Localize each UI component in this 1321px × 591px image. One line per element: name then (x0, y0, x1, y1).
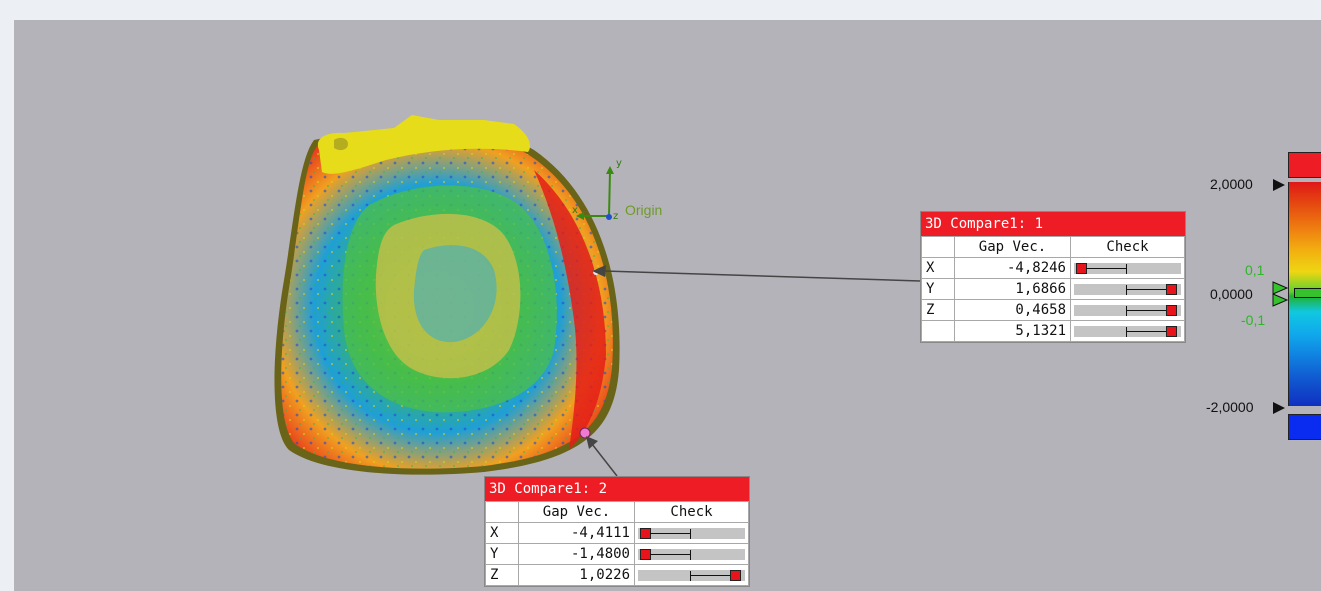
check-bar (1074, 305, 1181, 316)
check-cell (1070, 320, 1185, 342)
3d-viewport[interactable]: y x z Origin 3D Compare1: 1 Gap Vec. Che… (14, 20, 1321, 591)
axis-triad (576, 166, 614, 220)
check-line (1127, 331, 1167, 332)
check-bar (1074, 284, 1181, 295)
header-empty (921, 236, 955, 258)
check-line (1086, 268, 1126, 269)
check-tick (1126, 264, 1127, 274)
check-tick (690, 550, 691, 560)
check-bar (1074, 263, 1181, 274)
scale-max-label: 2,0000 (1210, 176, 1253, 192)
header-check: Check (634, 501, 749, 523)
callout-leader-lines (586, 265, 921, 477)
check-marker (1166, 305, 1177, 316)
table-row: X -4,8246 (921, 257, 1185, 279)
above-tolerance-swatch (1288, 152, 1321, 178)
check-line (1127, 310, 1167, 311)
compare-callout-2[interactable]: 3D Compare1: 2 Gap Vec. Check X -4,4111 (484, 476, 750, 587)
check-line (650, 554, 690, 555)
callout-title: 3D Compare1: 2 (485, 477, 749, 501)
row-value: 1,0226 (518, 564, 635, 586)
table-row: Y 1,6866 (921, 278, 1185, 300)
below-tolerance-swatch (1288, 414, 1321, 440)
check-tick (1126, 306, 1127, 316)
check-line (650, 533, 690, 534)
scale-tolerance-marker-icon[interactable] (1271, 280, 1291, 308)
deviation-color-map-model[interactable] (14, 20, 1321, 591)
table-row: Y -1,4800 (485, 543, 749, 565)
table-row: Z 1,0226 (485, 564, 749, 586)
check-line (1127, 289, 1167, 290)
check-bar (638, 549, 745, 560)
table-row: 5,1321 (921, 320, 1185, 342)
header-gap-vec: Gap Vec. (954, 236, 1071, 258)
check-bar (638, 570, 745, 581)
axis-z-label: z (613, 211, 619, 222)
table-row: X -4,4111 (485, 522, 749, 544)
scale-zero-label: 0,0000 (1210, 286, 1253, 302)
row-axis: Y (485, 543, 519, 565)
axis-x-label: x (572, 205, 578, 216)
row-axis: Z (485, 564, 519, 586)
header-check: Check (1070, 236, 1185, 258)
axis-y-label: y (616, 158, 622, 169)
check-bar (1074, 326, 1181, 337)
check-cell (634, 564, 749, 586)
header-empty (485, 501, 519, 523)
scale-max-marker-icon[interactable] (1271, 178, 1287, 192)
check-cell (1070, 299, 1185, 321)
row-axis: Z (921, 299, 955, 321)
row-value: 1,6866 (954, 278, 1071, 300)
header-gap-vec: Gap Vec. (518, 501, 635, 523)
row-axis: X (921, 257, 955, 279)
callout-title: 3D Compare1: 1 (921, 212, 1185, 236)
compare-callout-1[interactable]: 3D Compare1: 1 Gap Vec. Check X -4,8246 (920, 211, 1186, 343)
check-tick (690, 529, 691, 539)
row-value: -1,4800 (518, 543, 635, 565)
scale-lower-tol-label: -0,1 (1241, 312, 1266, 328)
origin-label: Origin (625, 202, 663, 218)
nominal-band (1294, 288, 1321, 298)
row-value: -4,8246 (954, 257, 1071, 279)
check-line (691, 575, 731, 576)
row-axis: Y (921, 278, 955, 300)
check-bar (638, 528, 745, 539)
row-value: 5,1321 (954, 320, 1071, 342)
row-value: 0,4658 (954, 299, 1071, 321)
check-tick (1126, 285, 1127, 295)
check-marker (1166, 284, 1177, 295)
check-marker (730, 570, 741, 581)
scale-min-label: -2,0000 (1206, 399, 1254, 415)
table-row: Z 0,4658 (921, 299, 1185, 321)
scale-upper-tol-label: 0,1 (1245, 262, 1265, 278)
check-marker (1166, 326, 1177, 337)
check-cell (634, 543, 749, 565)
row-axis: X (485, 522, 519, 544)
row-axis (921, 320, 955, 342)
check-tick (690, 571, 691, 581)
check-cell (634, 522, 749, 544)
row-value: -4,4111 (518, 522, 635, 544)
scale-min-marker-icon[interactable] (1271, 401, 1287, 415)
check-cell (1070, 278, 1185, 300)
check-tick (1126, 327, 1127, 337)
check-cell (1070, 257, 1185, 279)
